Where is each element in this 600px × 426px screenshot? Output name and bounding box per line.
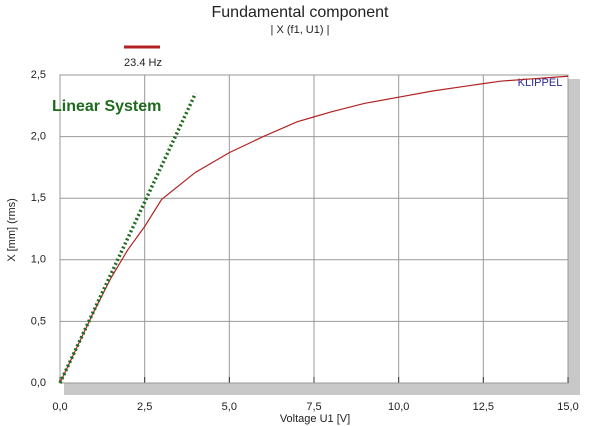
y-tick-label: 2,5 (31, 69, 46, 81)
x-tick-label: 15,0 (557, 401, 578, 413)
x-tick-label: 12,5 (473, 401, 494, 413)
x-tick-label: 0,0 (52, 401, 67, 413)
x-axis-label: Voltage U1 [V] (280, 413, 350, 425)
chart-title: Fundamental component (212, 4, 390, 21)
y-tick-label: 0,5 (31, 315, 46, 327)
y-tick-label: 0,0 (31, 377, 46, 389)
y-tick-label: 1,5 (31, 192, 46, 204)
legend-label: Linear System (52, 98, 161, 115)
x-tick-label: 5,0 (222, 401, 237, 413)
x-tick-label: 2,5 (137, 401, 152, 413)
y-tick-label: 1,0 (31, 254, 46, 266)
series-line (59, 75, 569, 384)
chart-subtitle: | X (f1, U1) | (271, 24, 330, 36)
y-axis-label: X [mm] (rms) (6, 198, 18, 262)
series-line (58, 92, 198, 384)
legend-label: 23.4 Hz (124, 57, 162, 69)
watermark: KLIPPEL (518, 77, 563, 89)
y-tick-label: 2,0 (31, 131, 46, 143)
x-tick-label: 10,0 (388, 401, 409, 413)
x-tick-label: 7,5 (306, 401, 321, 413)
